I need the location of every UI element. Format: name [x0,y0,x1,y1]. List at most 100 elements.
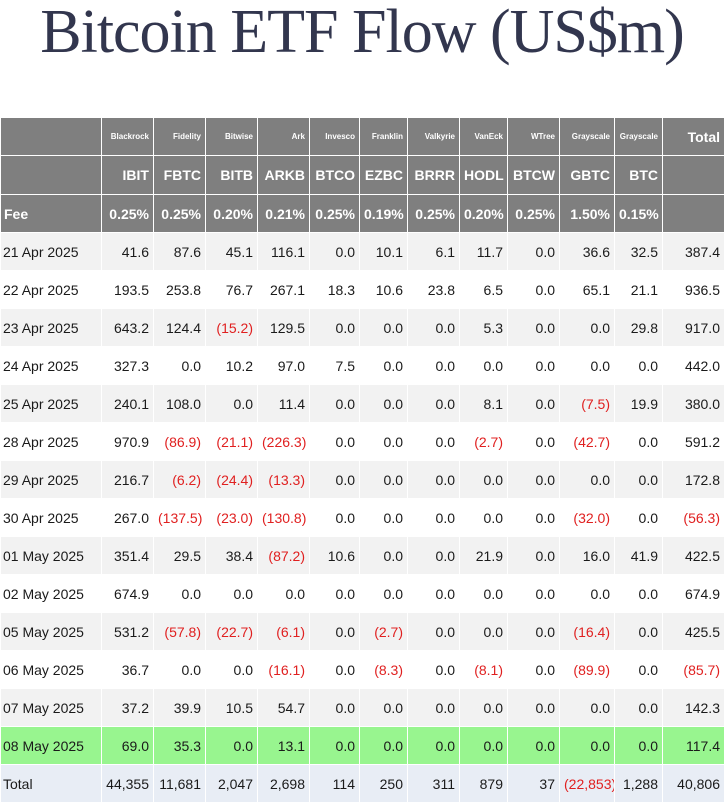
ticker-header: BTC [614,155,663,195]
total-cell: (22,853) [559,764,615,803]
flow-cell: 0.0 [459,612,508,651]
flow-cell: 351.4 [101,536,154,575]
row-total-cell: 674.9 [662,574,724,613]
flow-cell: (2.7) [359,612,408,651]
flow-cell: 267.1 [257,270,310,309]
flow-cell: (42.7) [559,422,615,461]
ticker-header: EZBC [359,155,408,195]
row-total-cell: 591.2 [662,422,724,461]
flow-cell: 0.0 [407,422,460,461]
flow-cell: 970.9 [101,422,154,461]
totals-label: Total [0,764,102,803]
row-total-cell: 917.0 [662,308,724,347]
flow-cell: 0.0 [614,612,663,651]
flow-cell: 0.0 [614,346,663,385]
issuer-header: Invesco [309,117,360,156]
date-cell: 08 May 2025 [0,726,102,765]
flow-cell: 23.8 [407,270,460,309]
date-cell: 06 May 2025 [0,650,102,689]
flow-cell: 13.1 [257,726,310,765]
flow-cell: 0.0 [359,460,408,499]
fee-cell: 0.25% [407,194,460,233]
flow-cell: 0.0 [614,688,663,727]
table-row: 25 Apr 2025 240.1 108.0 0.0 11.4 0.0 0.0 0.0 8.1… [0,384,724,423]
fee-cell: 1.50% [559,194,615,233]
flow-cell: 10.6 [309,536,360,575]
flow-cell: 0.0 [459,460,508,499]
date-cell: 25 Apr 2025 [0,384,102,423]
grand-total-cell: 40,806 [662,764,724,803]
flow-cell: 29.5 [153,536,206,575]
issuer-header: Franklin [359,117,408,156]
date-cell: 28 Apr 2025 [0,422,102,461]
date-cell: 24 Apr 2025 [0,346,102,385]
flow-cell: (8.1) [459,650,508,689]
table-row: 24 Apr 2025 327.3 0.0 10.2 97.0 7.5 0.0 0.0 0.0 0… [0,346,724,385]
flow-cell: 0.0 [559,574,615,613]
date-cell: 22 Apr 2025 [0,270,102,309]
flow-cell: 0.0 [309,460,360,499]
flow-cell: 0.0 [507,612,560,651]
table-row: 23 Apr 2025 643.2 124.4 (15.2) 129.5 0.0 0.0 0.… [0,308,724,347]
flow-cell: 0.0 [257,574,310,613]
flow-cell: (32.0) [559,498,615,537]
flow-cell: 0.0 [153,650,206,689]
flow-cell: 35.3 [153,726,206,765]
flow-cell: (24.4) [205,460,258,499]
flow-cell: 19.9 [614,384,663,423]
flow-cell: 193.5 [101,270,154,309]
fee-header-row: Fee 0.25% 0.25% 0.20% 0.21% 0.25% 0.19% 0.25% 0.… [0,194,724,233]
flow-cell: (6.2) [153,460,206,499]
total-cell: 11,681 [153,764,206,803]
flow-cell: 0.0 [614,460,663,499]
flow-cell: 0.0 [507,460,560,499]
flow-cell: (16.4) [559,612,615,651]
flow-cell: 11.4 [257,384,310,423]
flow-cell: 531.2 [101,612,154,651]
table-row: 05 May 2025 531.2 (57.8) (22.7) (6.1) 0.0 (2.7… [0,612,724,651]
flow-cell: 0.0 [614,726,663,765]
flow-cell: 0.0 [614,574,663,613]
flow-cell: 0.0 [407,574,460,613]
date-cell: 30 Apr 2025 [0,498,102,537]
row-total-cell: 425.5 [662,612,724,651]
header-empty-cell [662,194,724,233]
issuer-header: Valkyrie [407,117,460,156]
row-total-cell: 387.4 [662,232,724,271]
flow-cell: 0.0 [407,498,460,537]
date-cell: 07 May 2025 [0,688,102,727]
flow-cell: 0.0 [559,346,615,385]
flow-cell: 0.0 [507,574,560,613]
flow-cell: 0.0 [614,650,663,689]
flow-cell: 0.0 [407,384,460,423]
header-corner-cell [0,155,102,195]
flow-cell: 674.9 [101,574,154,613]
flow-cell: (13.3) [257,460,310,499]
flow-cell: 6.5 [459,270,508,309]
flow-cell: 129.5 [257,308,310,347]
flow-cell: 0.0 [459,574,508,613]
flow-cell: (8.3) [359,650,408,689]
ticker-header: HODL [459,155,508,195]
flow-cell: 0.0 [153,346,206,385]
page-title: Bitcoin ETF Flow (US$m) [40,0,685,66]
flow-cell: 0.0 [309,688,360,727]
date-cell: 01 May 2025 [0,536,102,575]
flow-cell: 0.0 [359,346,408,385]
flow-cell: 0.0 [205,650,258,689]
flow-cell: 0.0 [459,346,508,385]
flow-cell: 0.0 [359,498,408,537]
date-cell: 29 Apr 2025 [0,460,102,499]
flow-cell: 8.1 [459,384,508,423]
flow-cell: 0.0 [407,536,460,575]
flow-cell: 643.2 [101,308,154,347]
fee-cell: 0.21% [257,194,310,233]
flow-cell: 0.0 [559,308,615,347]
totals-row: Total 44,355 11,681 2,047 2,698 114 250 311 879 3… [0,764,724,803]
flow-cell: 11.7 [459,232,508,271]
flow-cell: 0.0 [407,612,460,651]
flow-cell: 29.8 [614,308,663,347]
flow-cell: 0.0 [507,270,560,309]
flow-cell: (15.2) [205,308,258,347]
table-row: 30 Apr 2025 267.0 (137.5) (23.0) (130.8) 0.0 0… [0,498,724,537]
